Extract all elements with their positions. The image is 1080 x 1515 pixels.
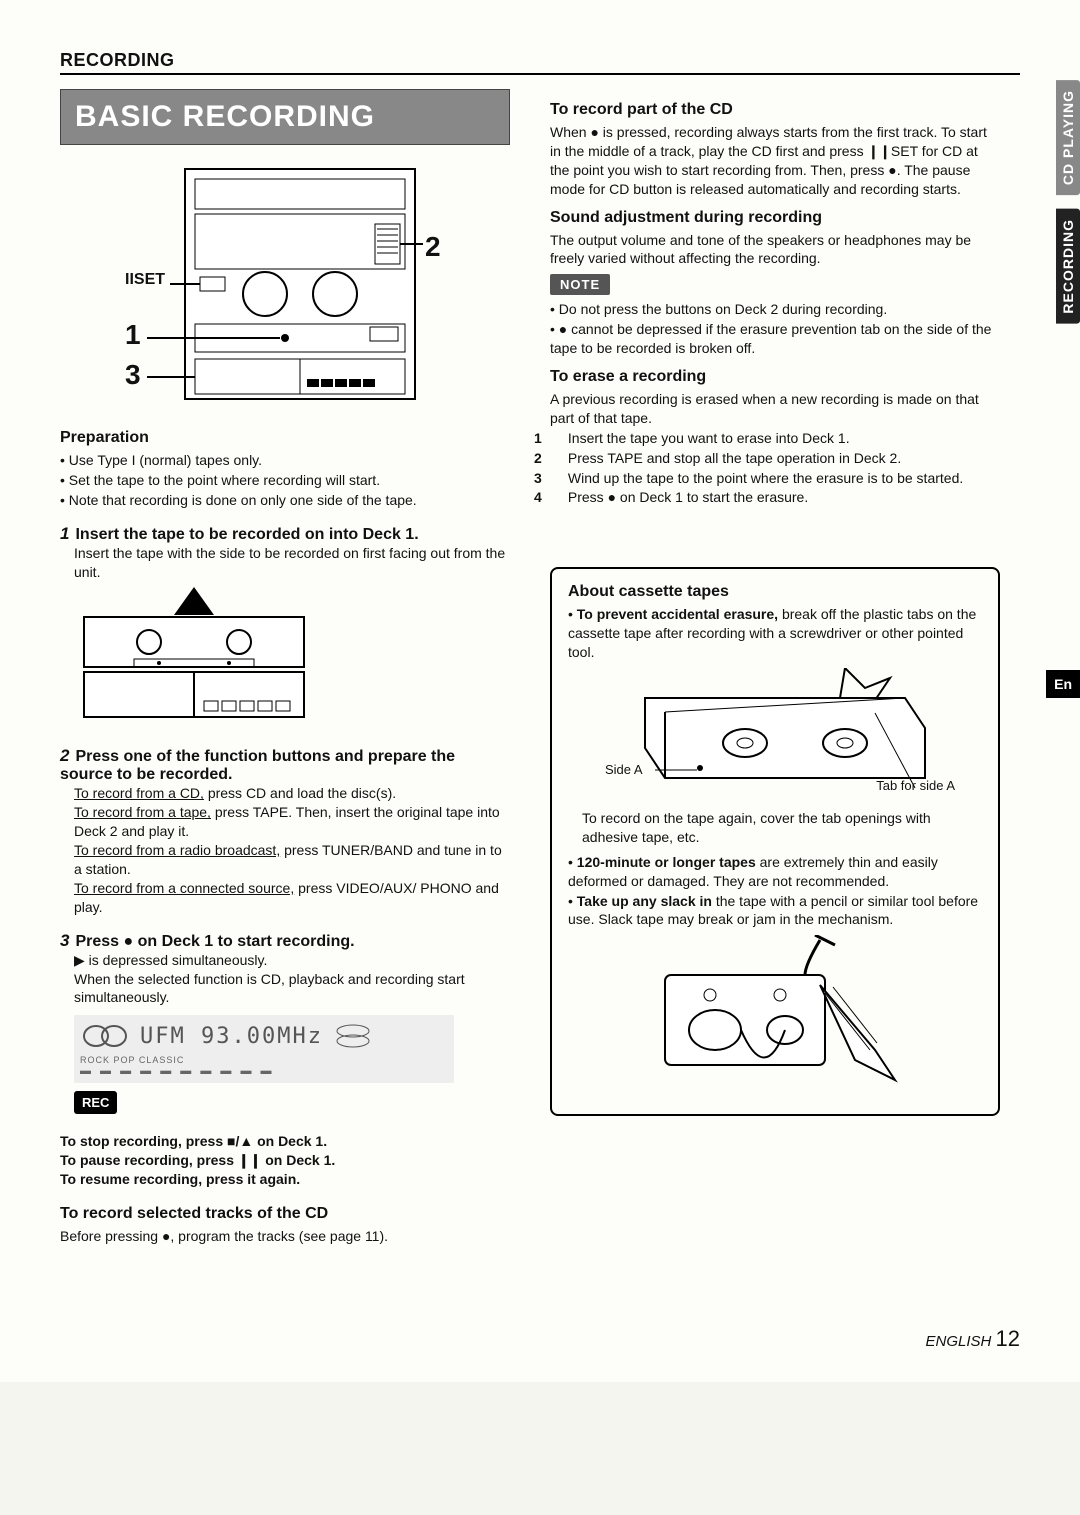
tape-icon	[333, 1021, 373, 1051]
side-tabs: CD PLAYING RECORDING	[1056, 80, 1080, 324]
label-1: 1	[125, 319, 141, 351]
rec-badge: REC	[74, 1091, 117, 1114]
erase-heading: To erase a recording	[550, 368, 1000, 386]
preparation-list: Use Type I (normal) tapes only. Set the …	[60, 451, 510, 510]
callout-item: To prevent accidental erasure, break off…	[568, 605, 982, 662]
preparation-heading: Preparation	[60, 429, 510, 447]
language-tab: En	[1046, 670, 1080, 698]
step-heading: Press one of the function buttons and pr…	[60, 748, 455, 783]
page-footer: ENGLISH 12	[60, 1326, 1020, 1352]
tab-a-label: Tab for side A	[876, 778, 955, 793]
sound-heading: Sound adjustment during recording	[550, 209, 1000, 227]
display-panel: UFM 93.00MHz ROCK POP CLASSIC ▬ ▬ ▬ ▬ ▬ …	[74, 1015, 454, 1083]
part-cd-heading: To record part of the CD	[550, 101, 1000, 119]
selected-tracks-body: Before pressing ●, program the tracks (s…	[60, 1227, 510, 1246]
selected-tracks-heading: To record selected tracks of the CD	[60, 1205, 510, 1223]
erase-step: 4 Press ● on Deck 1 to start the erasure…	[550, 488, 1000, 507]
tab-cd-playing: CD PLAYING	[1056, 80, 1080, 195]
step-heading: Insert the tape to be recorded on into D…	[75, 526, 418, 543]
erase-steps: 1 Insert the tape you want to erase into…	[550, 429, 1000, 508]
callout-p2: To record on the tape again, cover the t…	[582, 809, 982, 847]
callout-item: 120-minute or longer tapes are extremely…	[568, 853, 982, 891]
part-cd-body: When ● is pressed, recording always star…	[550, 123, 1000, 199]
cassette-diagram: Side A Tab for side A	[605, 668, 945, 803]
prep-item: Note that recording is done on only one …	[60, 491, 510, 510]
step-1: 1 Insert the tape to be recorded on into …	[60, 524, 510, 733]
columns: BASIC RECORDING	[60, 81, 1020, 1246]
erase-step: 1 Insert the tape you want to erase into…	[550, 429, 1000, 448]
cassette-callout: About cassette tapes To prevent accident…	[550, 567, 1000, 1116]
recording-controls: To stop recording, press ■/▲ on Deck 1. …	[60, 1132, 510, 1189]
right-column: To record part of the CD When ● is press…	[550, 81, 1020, 1246]
step-number: 3	[60, 931, 69, 950]
callout-heading: About cassette tapes	[568, 583, 982, 601]
callout-list-2: 120-minute or longer tapes are extremely…	[568, 853, 982, 930]
callout-list: To prevent accidental erasure, break off…	[568, 605, 982, 662]
pencil-diagram	[568, 935, 982, 1100]
side-a-label: Side A	[605, 762, 643, 777]
note-badge: NOTE	[550, 274, 610, 295]
display-readout: UFM 93.00MHz	[140, 1024, 323, 1049]
step-2: 2Press one of the function buttons and p…	[60, 746, 510, 916]
step3-body: ▶ is depressed simultaneously. When the …	[74, 951, 510, 1008]
note-list: Do not press the buttons on Deck 2 durin…	[550, 300, 1000, 358]
erase-intro: A previous recording is erased when a ne…	[550, 390, 1000, 428]
step-number: 1	[60, 524, 69, 543]
callout-item: Take up any slack in the tape with a pen…	[568, 892, 982, 930]
step2-body: To record from a CD, press CD and load t…	[74, 784, 510, 916]
erase-step: 2 Press TAPE and stop all the tape opera…	[550, 449, 1000, 468]
step-body: Insert the tape with the side to be reco…	[74, 544, 510, 582]
label-iiset: IISET	[125, 271, 165, 289]
display-sub: ROCK POP CLASSIC	[80, 1055, 448, 1065]
erase-step: 3 Wind up the tape to the point where th…	[550, 469, 1000, 488]
section-title: RECORDING	[60, 50, 1020, 75]
tab-recording: RECORDING	[1056, 209, 1080, 324]
page: CD PLAYING RECORDING En RECORDING BASIC …	[0, 0, 1080, 1382]
left-column: BASIC RECORDING	[60, 81, 510, 1246]
prep-item: Use Type I (normal) tapes only.	[60, 451, 510, 470]
step-3: 3 Press ● on Deck 1 to start recording. ▶…	[60, 931, 510, 1123]
footer-page: 12	[996, 1326, 1020, 1351]
step-number: 2	[60, 746, 69, 765]
stereo-diagram: 2 IISET 1 3	[125, 159, 445, 419]
deck-insert-diagram	[74, 587, 510, 732]
sound-body: The output volume and tone of the speake…	[550, 231, 1000, 269]
label-3: 3	[125, 359, 141, 391]
prep-item: Set the tape to the point where recordin…	[60, 471, 510, 490]
cd-icon	[80, 1021, 130, 1051]
label-2: 2	[425, 231, 441, 263]
banner-basic-recording: BASIC RECORDING	[60, 89, 510, 145]
footer-lang: ENGLISH	[925, 1333, 991, 1350]
note-item: Do not press the buttons on Deck 2 durin…	[550, 300, 1000, 319]
step-heading: Press ● on Deck 1 to start recording.	[75, 933, 354, 950]
stereo-svg	[125, 159, 445, 419]
note-item: ● cannot be depressed if the erasure pre…	[550, 320, 1000, 358]
